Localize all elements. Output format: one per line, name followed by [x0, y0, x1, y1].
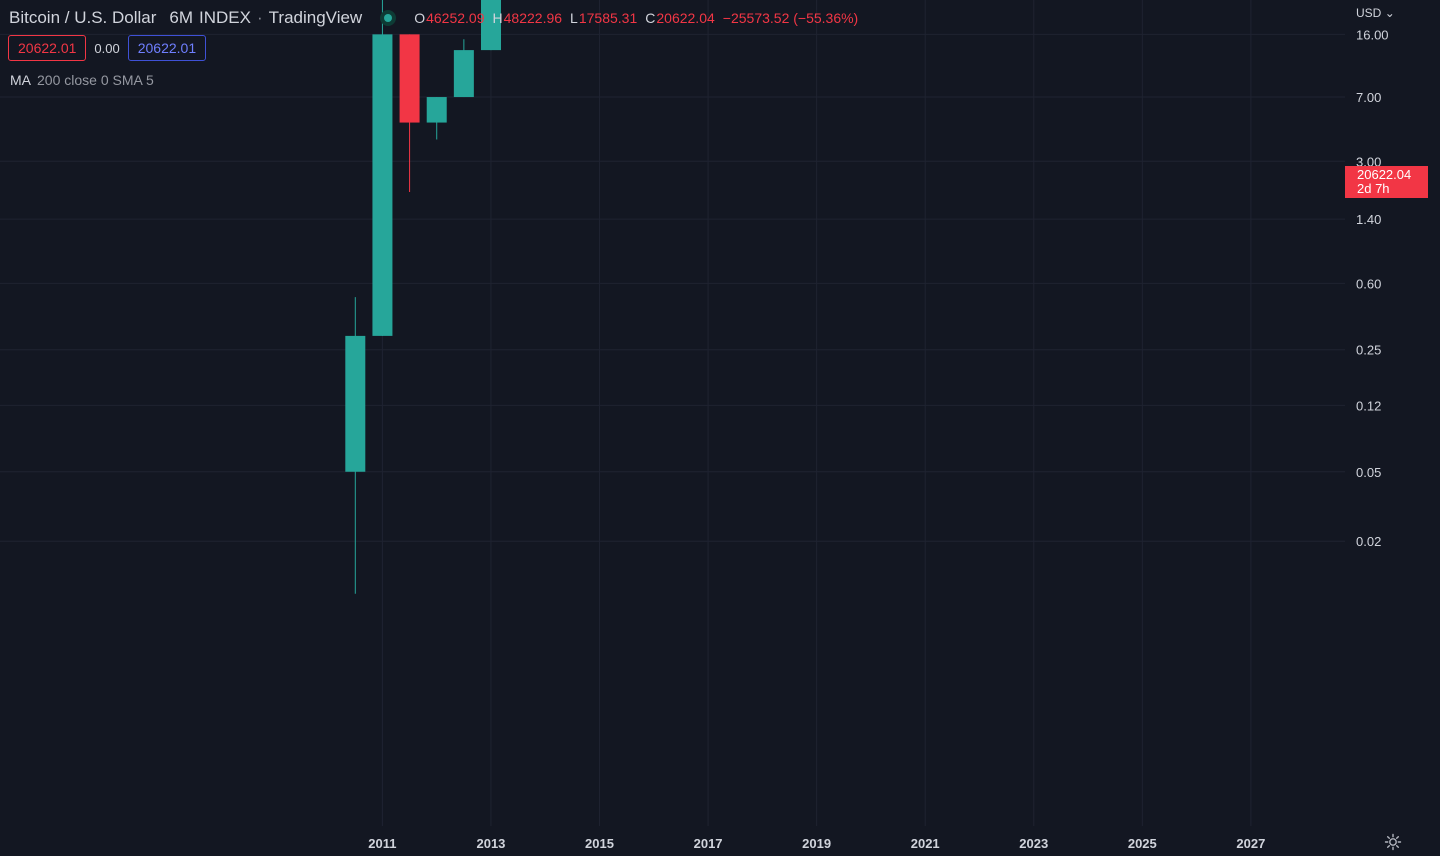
time-tick-label: 2021: [911, 836, 940, 851]
symbol-legend[interactable]: Bitcoin / U.S. Dollar 6M INDEX · Trading…: [9, 8, 859, 27]
low-value: 17585.31: [578, 10, 638, 26]
ohlc-values: O46252.09 H48222.96 L17585.31 C20622.04 …: [414, 10, 858, 26]
bid-button[interactable]: 20622.01: [8, 35, 87, 61]
candle-body: [426, 97, 447, 123]
change-value: −25573.52 (−55.36%): [722, 10, 859, 26]
high-key: H: [492, 10, 503, 26]
candle-body: [372, 34, 393, 336]
open-value: 46252.09: [426, 10, 485, 26]
time-tick-label: 2025: [1128, 836, 1157, 851]
spread-value: 0.00: [94, 40, 120, 56]
interval-label[interactable]: 6M: [169, 8, 194, 27]
candle[interactable]: [345, 297, 366, 594]
time-tick-label: 2017: [694, 836, 723, 851]
close-value: 20622.04: [656, 10, 715, 26]
candle-body: [481, 0, 501, 51]
candle-body: [399, 34, 420, 123]
last-price-value: 20622.04: [1357, 167, 1412, 182]
candle[interactable]: [372, 0, 393, 336]
time-axis-labels[interactable]: 2011 2013 2015 2017 2019 2021 2023 2025 2027: [368, 836, 1265, 851]
indicator-legend[interactable]: MA 200 close 0 SMA 5: [10, 72, 154, 88]
candle[interactable]: [481, 0, 501, 51]
low-key: L: [570, 10, 578, 26]
time-tick-label: 2013: [476, 836, 505, 851]
currency-selector[interactable]: USD ⌄: [1356, 6, 1395, 20]
price-tick-label: 0.25: [1356, 343, 1381, 358]
price-tick-label: 3.00: [1356, 154, 1381, 169]
last-price-tag: 20622.04 2d 7h: [1345, 166, 1428, 198]
source-label: TradingView: [268, 8, 363, 27]
price-tick-label: 0.60: [1356, 276, 1381, 291]
close-key: C: [645, 10, 656, 26]
high-value: 48222.96: [503, 10, 563, 26]
candles[interactable]: [345, 0, 989, 594]
time-tick-label: 2023: [1019, 836, 1048, 851]
price-tick-label: 7.00: [1356, 90, 1381, 105]
price-tick-label: 0.02: [1356, 534, 1381, 549]
price-axis-labels[interactable]: 400000.00180000.0080000.0036000.0016000.…: [1356, 0, 1417, 549]
candle[interactable]: [453, 39, 474, 98]
candle-body: [453, 50, 474, 98]
candle[interactable]: [399, 34, 420, 193]
time-tick-label: 2015: [585, 836, 614, 851]
time-tick-label: 2027: [1236, 836, 1265, 851]
time-tick-label: 2011: [368, 836, 396, 851]
exchange-label: INDEX: [199, 8, 251, 27]
bar-countdown: 2d 7h: [1357, 181, 1390, 196]
chevron-down-icon: ⌄: [1384, 6, 1395, 20]
price-tick-label: 0.12: [1356, 398, 1381, 413]
price-tick-label: 1.40: [1356, 212, 1381, 227]
symbol-name[interactable]: Bitcoin / U.S. Dollar: [9, 8, 157, 27]
ask-button[interactable]: 20622.01: [127, 35, 207, 61]
currency-label: USD: [1356, 6, 1382, 20]
quote-panel: 20622.01 0.00 20622.01: [8, 35, 207, 61]
candle[interactable]: [426, 97, 447, 140]
time-tick-label: 2019: [802, 836, 831, 851]
price-tick-label: 16.00: [1356, 27, 1389, 42]
open-key: O: [414, 10, 426, 26]
candle-body: [345, 335, 366, 472]
market-status-icon[interactable]: [380, 10, 397, 26]
gear-icon[interactable]: [1384, 833, 1402, 851]
chart-grid: [0, 0, 1345, 826]
indicator-name: MA: [10, 72, 31, 88]
price-tick-label: 0.05: [1356, 465, 1381, 480]
indicator-params: 200 close 0 SMA 5: [37, 72, 154, 88]
